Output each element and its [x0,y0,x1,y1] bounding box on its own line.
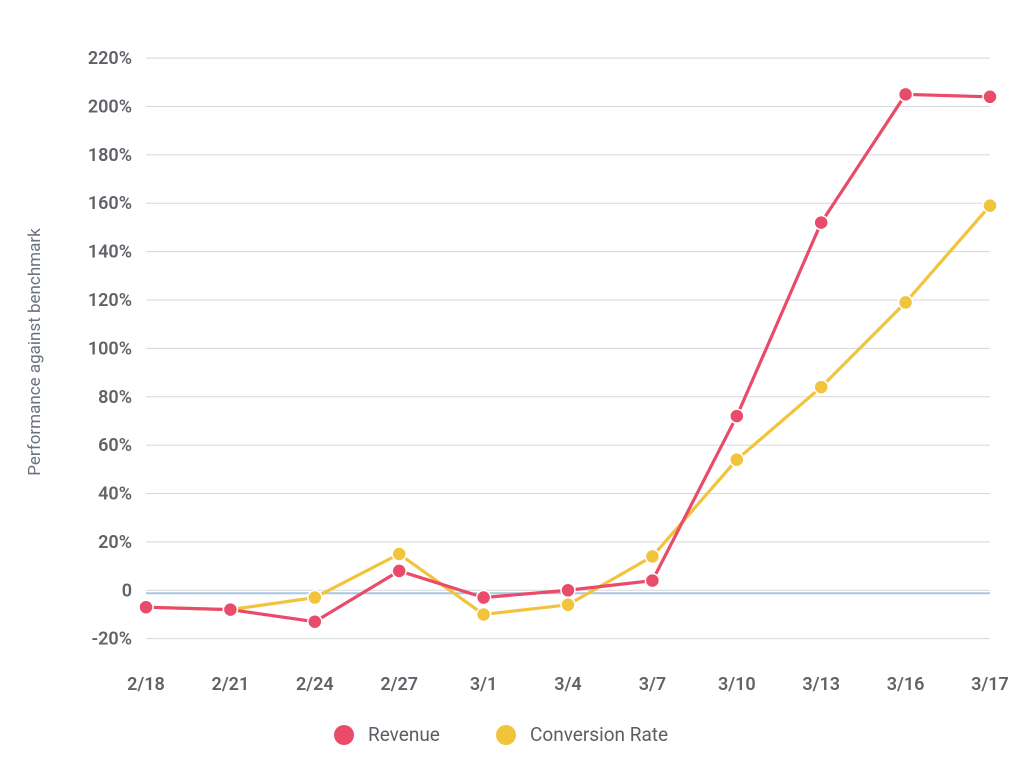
x-tick-label: 3/1 [470,674,497,695]
legend-label: Revenue [368,723,440,746]
legend-swatch [334,725,354,745]
y-tick-label: 20% [98,532,132,553]
legend-label: Conversion Rate [530,723,668,746]
y-tick-label: -20% [92,629,132,650]
y-axis-label: Performance against benchmark [25,228,45,476]
y-tick-label: 180% [88,145,132,166]
x-tick-label: 2/18 [127,674,165,695]
series-line-revenue [146,94,990,621]
series-marker-conversion-rate [392,547,406,561]
y-tick-label: 40% [98,484,132,505]
y-tick-label: 220% [88,48,132,69]
y-tick-label: 60% [98,435,132,456]
series-marker-revenue [899,87,913,101]
x-tick-label: 2/24 [296,674,334,695]
series-marker-conversion-rate [308,591,322,605]
series-marker-revenue [223,603,237,617]
series-marker-revenue [983,90,997,104]
x-tick-label: 3/7 [639,674,666,695]
x-tick-label: 3/16 [887,674,925,695]
series-marker-revenue [477,591,491,605]
series-marker-revenue [392,564,406,578]
series-marker-conversion-rate [561,598,575,612]
series-marker-revenue [139,600,153,614]
series-marker-conversion-rate [983,199,997,213]
series-marker-revenue [645,574,659,588]
x-tick-label: 2/21 [212,674,250,695]
y-tick-label: 160% [88,193,132,214]
series-marker-conversion-rate [814,380,828,394]
y-tick-label: 140% [88,242,132,263]
series-marker-revenue [814,216,828,230]
x-tick-label: 2/27 [380,674,418,695]
x-tick-label: 3/10 [718,674,756,695]
y-tick-label: 120% [88,290,132,311]
performance-chart: -20% 0 20% 40% 60% 80% 100% 120% 140% 160% 180% 200… [0,0,1024,782]
y-tick-label: 80% [98,387,132,408]
x-tick-label: 3/17 [971,674,1009,695]
series-marker-revenue [561,583,575,597]
chart-svg: -20% 0 20% 40% 60% 80% 100% 120% 140% 160% 180% 200… [0,0,1024,782]
series-marker-revenue [730,409,744,423]
y-tick-label: 0 [122,580,132,601]
series-marker-conversion-rate [645,549,659,563]
x-tick-label: 3/4 [554,674,581,695]
y-tick-label: 200% [88,96,132,117]
series-marker-conversion-rate [477,607,491,621]
series-line-conversion-rate [146,206,990,615]
series-marker-conversion-rate [899,295,913,309]
series-marker-conversion-rate [730,453,744,467]
x-tick-label: 3/13 [802,674,840,695]
series-marker-revenue [308,615,322,629]
y-tick-label: 100% [88,338,132,359]
legend-swatch [496,725,516,745]
